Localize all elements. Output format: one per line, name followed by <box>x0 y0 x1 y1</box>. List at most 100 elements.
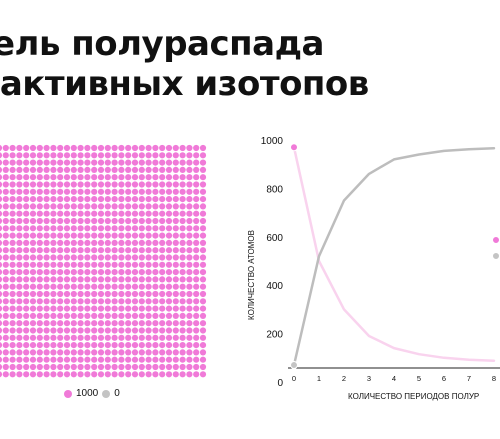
atom-dot <box>29 363 37 371</box>
atom-dot <box>0 305 3 312</box>
atom-dot <box>0 269 3 276</box>
atom-dot <box>84 276 91 283</box>
atom-dot <box>43 217 50 225</box>
atom-dot <box>43 166 50 173</box>
atom-dot <box>97 269 105 276</box>
atom-dot <box>165 371 173 378</box>
atom-dot <box>118 356 125 363</box>
atom-dot <box>84 298 91 305</box>
atom-dot <box>118 181 125 188</box>
atom-dot <box>193 334 200 341</box>
atom-dot <box>70 196 77 203</box>
atom-dot <box>50 276 57 283</box>
atom-dot <box>193 349 200 356</box>
atom-dot <box>131 225 139 232</box>
atom-dot <box>186 254 193 261</box>
atom-dot <box>131 312 139 319</box>
atom-dot <box>23 342 30 349</box>
x-axis-label: КОЛИЧЕСТВО ПЕРИОДОВ ПОЛУР <box>348 392 479 401</box>
atom-dot <box>9 232 16 239</box>
x-tick-label: 2 <box>342 374 346 383</box>
atom-dot <box>152 276 159 283</box>
atom-dot <box>57 239 64 246</box>
atom-dot <box>0 247 3 254</box>
atom-dot <box>57 203 64 210</box>
atom-dot <box>29 152 37 159</box>
atom-dot <box>111 247 118 254</box>
atom-dot <box>29 181 37 188</box>
atom-dot <box>186 327 193 334</box>
atom-dot <box>125 312 132 319</box>
atom-dot <box>36 239 43 246</box>
atom-dot <box>111 305 118 312</box>
x-tick-label: 5 <box>417 374 421 383</box>
atom-dot <box>9 261 16 268</box>
atom-dot <box>84 356 91 363</box>
atom-dot <box>9 276 16 283</box>
atom-dot <box>63 276 71 283</box>
atom-dot <box>0 261 3 268</box>
atom-dot <box>50 196 57 203</box>
atom-dot <box>179 152 186 159</box>
atom-dot <box>77 225 84 232</box>
atom-dot <box>186 320 193 327</box>
atom-dot <box>131 210 139 217</box>
atom-dot <box>118 290 125 298</box>
atom-dot <box>152 342 159 349</box>
y-tick-label: 400 <box>266 281 283 292</box>
atom-dot <box>0 327 3 334</box>
atom-dot <box>84 349 91 356</box>
atom-dot <box>159 269 166 276</box>
atom-dot <box>43 320 50 327</box>
atom-dot <box>193 225 200 232</box>
atom-dot <box>138 152 145 159</box>
atom-dot <box>63 254 71 261</box>
atom-dot <box>179 247 186 254</box>
x-tick-label: 1 <box>317 374 321 383</box>
atom-dot <box>91 312 98 319</box>
atom-dot <box>70 276 77 283</box>
atom-dot <box>165 334 173 341</box>
atom-dot <box>179 349 186 356</box>
atom-dot <box>50 320 57 327</box>
atom-dot <box>29 254 37 261</box>
atom-dot <box>57 290 64 298</box>
atom-dot <box>145 334 152 341</box>
atom-dot <box>172 342 179 349</box>
atom-dot <box>23 232 30 239</box>
atom-dot <box>50 181 57 188</box>
atom-dot <box>186 290 193 298</box>
atom-dot <box>125 174 132 181</box>
atom-dot <box>125 217 132 225</box>
atom-dot <box>29 232 37 239</box>
atom-dot <box>9 225 16 232</box>
atom-dot <box>199 239 207 246</box>
atom-dot <box>199 217 207 225</box>
atom-dot <box>111 320 118 327</box>
atom-dot <box>152 269 159 276</box>
atom-dot <box>165 144 173 152</box>
page-title: ель полураспада оактивных изотопов <box>0 24 369 104</box>
atom-dot <box>91 334 98 341</box>
atom-dot <box>43 210 50 217</box>
atom-dot <box>84 247 91 254</box>
atom-dot <box>159 283 166 290</box>
atom-dot <box>0 159 3 166</box>
atom-dot <box>50 254 57 261</box>
atom-dot <box>118 349 125 356</box>
atom-dot <box>63 283 71 290</box>
atom-dot <box>152 327 159 334</box>
atom-dot <box>2 261 9 268</box>
atom-dot <box>125 356 132 363</box>
atom-dot <box>145 276 152 283</box>
atom-dot <box>186 188 193 195</box>
atom-dot <box>104 298 111 305</box>
atom-dot <box>77 210 84 217</box>
atom-dot <box>70 290 77 298</box>
atom-dot <box>179 305 186 312</box>
atom-dot <box>152 290 159 298</box>
atom-dot <box>193 159 200 166</box>
atom-dot <box>131 261 139 268</box>
atom-dot <box>91 363 98 371</box>
atom-dot <box>104 232 111 239</box>
